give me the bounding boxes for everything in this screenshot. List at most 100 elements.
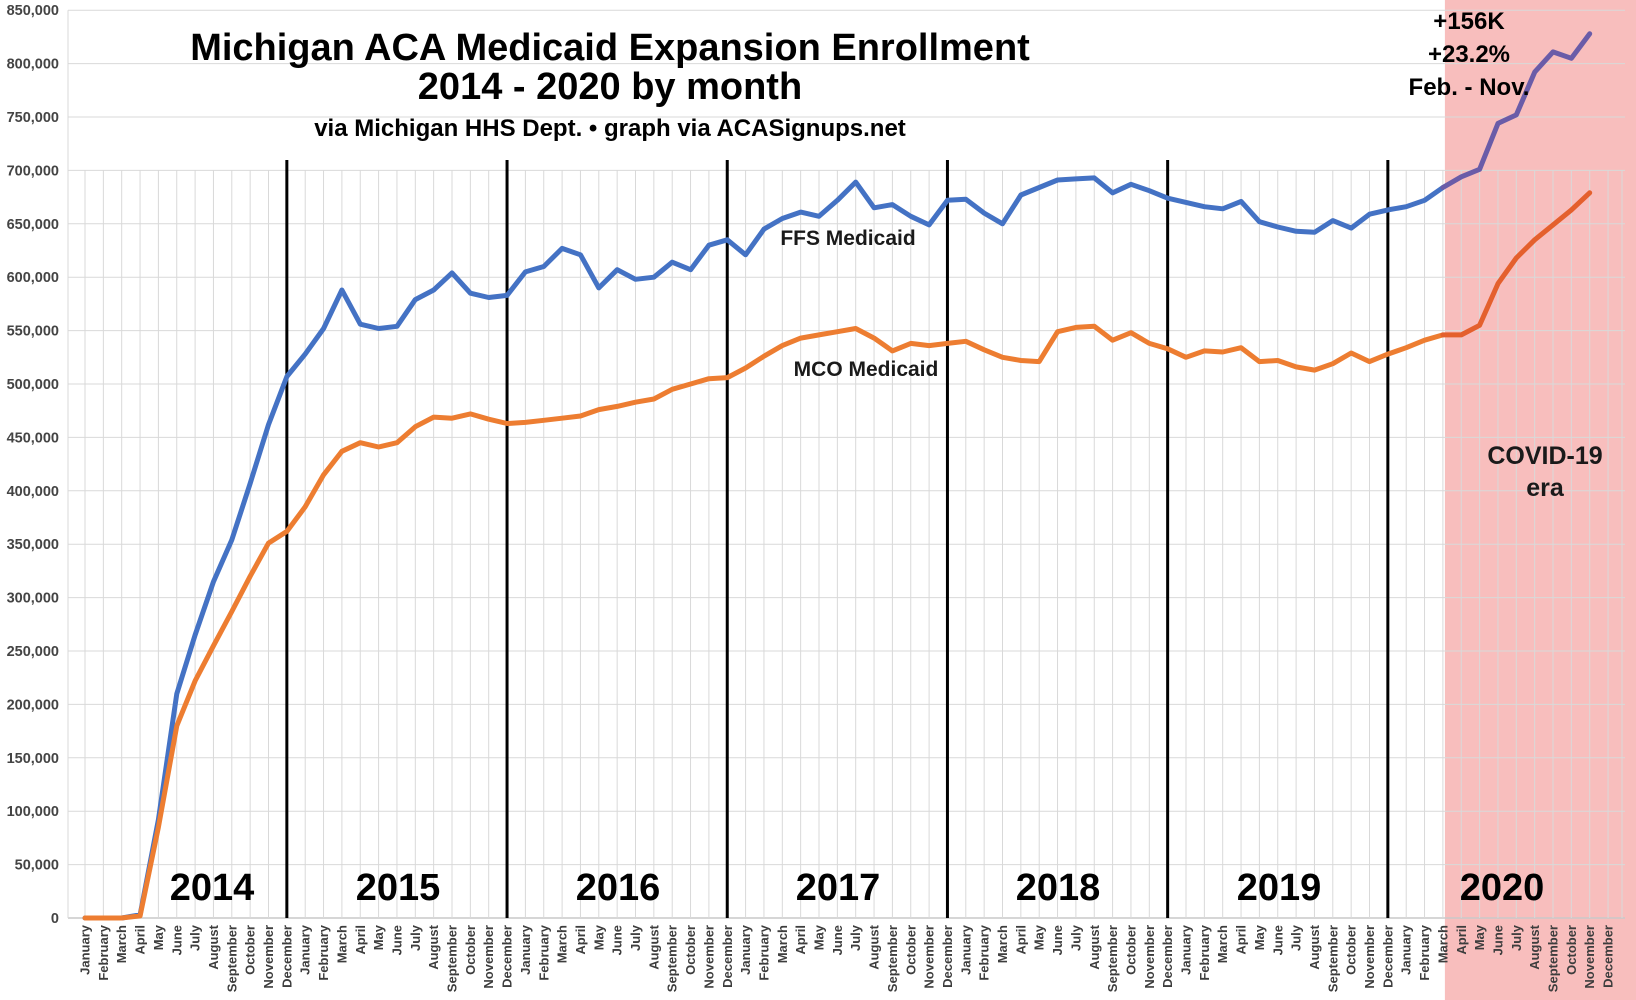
month-tick-label: March [775, 925, 790, 963]
y-axis-tick-label: 0 [51, 911, 59, 927]
month-tick-label: May [1472, 924, 1487, 950]
y-axis-tick-label: 250,000 [7, 644, 59, 660]
month-tick-label: August [646, 924, 661, 969]
month-tick-label: June [1270, 925, 1285, 955]
month-tick-label: February [316, 924, 331, 980]
y-axis-tick-label: 100,000 [7, 804, 59, 820]
x-axis-year-layer: 2014 2015 2016 2017 2018 2019 2020 [170, 867, 1545, 909]
month-tick-label: January [78, 924, 93, 975]
month-tick-label: October [243, 925, 258, 975]
month-tick-label: February [756, 924, 771, 980]
y-axis-tick-layer: 0 50,000 100,000 150,000 200,000 250,000 300,0… [7, 3, 59, 927]
y-axis-tick-label: 850,000 [7, 3, 59, 19]
month-tick-label: February [1417, 924, 1432, 980]
month-tick-label: July [188, 924, 203, 951]
month-tick-label: November [261, 925, 276, 989]
covid-era-band [1444, 0, 1636, 1000]
month-tick-label: June [169, 925, 184, 955]
y-axis-tick-label: 800,000 [7, 57, 59, 73]
month-tick-label: April [573, 925, 588, 955]
month-tick-label: December [720, 925, 735, 988]
month-tick-label: November [701, 925, 716, 989]
x-axis-month-layer: January February March April May June July Augu… [78, 924, 1616, 992]
y-axis-tick-label: 200,000 [7, 697, 59, 713]
month-tick-label: November [1362, 925, 1377, 989]
month-tick-label: March [1435, 925, 1450, 963]
month-tick-label: December [1601, 925, 1616, 988]
y-axis-tick-label: 400,000 [7, 484, 59, 500]
covid-band-layer [1444, 0, 1636, 1000]
month-tick-label: September [224, 925, 239, 992]
month-tick-label: September [665, 925, 680, 992]
chart-subtitle: 2014 - 2020 by month [418, 66, 802, 108]
month-tick-label: January [518, 924, 533, 975]
mco-series-label: MCO Medicaid [794, 358, 939, 381]
month-tick-label: March [555, 925, 570, 963]
month-tick-label: August [1307, 924, 1322, 969]
month-tick-label: June [830, 925, 845, 955]
chart-source-credit: via Michigan HHS Dept. • graph via ACASi… [314, 115, 906, 142]
month-tick-label: August [1087, 924, 1102, 969]
month-tick-label: May [1032, 924, 1047, 950]
month-tick-label: May [812, 924, 827, 950]
month-tick-label: February [96, 924, 111, 980]
month-tick-label: November [922, 925, 937, 989]
month-tick-label: October [463, 925, 478, 975]
month-tick-label: October [1123, 925, 1138, 975]
y-axis-tick-label: 650,000 [7, 217, 59, 233]
annotation-delta-absolute: +156K [1433, 8, 1505, 35]
month-tick-label: April [353, 925, 368, 955]
month-tick-label: January [738, 924, 753, 975]
month-tick-label: January [1179, 924, 1194, 975]
month-tick-label: April [133, 925, 148, 955]
month-tick-label: February [1197, 924, 1212, 980]
month-tick-label: May [371, 924, 386, 950]
mco-line [82, 323, 1446, 921]
month-tick-label: October [903, 925, 918, 975]
month-tick-label: October [1564, 925, 1579, 975]
month-tick-label: July [1068, 924, 1083, 951]
y-axis-tick-label: 600,000 [7, 270, 59, 286]
year-separator-layer [285, 160, 1390, 918]
year-label: 2017 [796, 867, 881, 909]
chart-title: Michigan ACA Medicaid Expansion Enrollme… [190, 27, 1030, 69]
month-tick-label: November [1142, 925, 1157, 989]
month-tick-label: January [1399, 924, 1414, 975]
month-tick-label: June [1050, 925, 1065, 955]
y-axis-tick-label: 700,000 [7, 163, 59, 179]
month-tick-label: August [1527, 924, 1542, 969]
y-axis-tick-label: 450,000 [7, 430, 59, 446]
annotation-period: Feb. - Nov. [1409, 74, 1530, 101]
month-tick-label: August [426, 924, 441, 969]
month-tick-label: July [848, 924, 863, 951]
month-tick-label: July [628, 924, 643, 951]
month-tick-label: February [536, 924, 551, 980]
month-tick-label: December [940, 925, 955, 988]
y-axis-tick-label: 550,000 [7, 324, 59, 340]
month-tick-label: June [389, 925, 404, 955]
month-tick-label: October [1344, 925, 1359, 975]
month-tick-label: January [298, 924, 313, 975]
month-tick-label: March [1215, 925, 1230, 963]
month-tick-label: December [279, 925, 294, 988]
month-tick-label: November [1582, 925, 1597, 989]
month-tick-label: May [151, 924, 166, 950]
covid-era-label-line1: COVID-19 [1487, 442, 1602, 470]
data-series-layer [82, 31, 1593, 921]
month-tick-label: December [1160, 925, 1175, 988]
month-tick-label: July [1289, 924, 1304, 951]
month-tick-label: August [206, 924, 221, 969]
month-tick-label: September [445, 925, 460, 992]
covid-era-label-line2: era [1526, 474, 1565, 502]
year-label: 2015 [356, 867, 441, 909]
month-tick-label: September [885, 925, 900, 992]
month-tick-label: December [500, 925, 515, 988]
month-tick-label: July [1509, 924, 1524, 951]
month-tick-label: September [1325, 925, 1340, 992]
month-tick-label: February [977, 924, 992, 980]
year-label: 2014 [170, 867, 255, 909]
y-axis-tick-label: 150,000 [7, 751, 59, 767]
month-tick-label: July [408, 924, 423, 951]
annotation-delta-percent: +23.2% [1428, 41, 1510, 68]
